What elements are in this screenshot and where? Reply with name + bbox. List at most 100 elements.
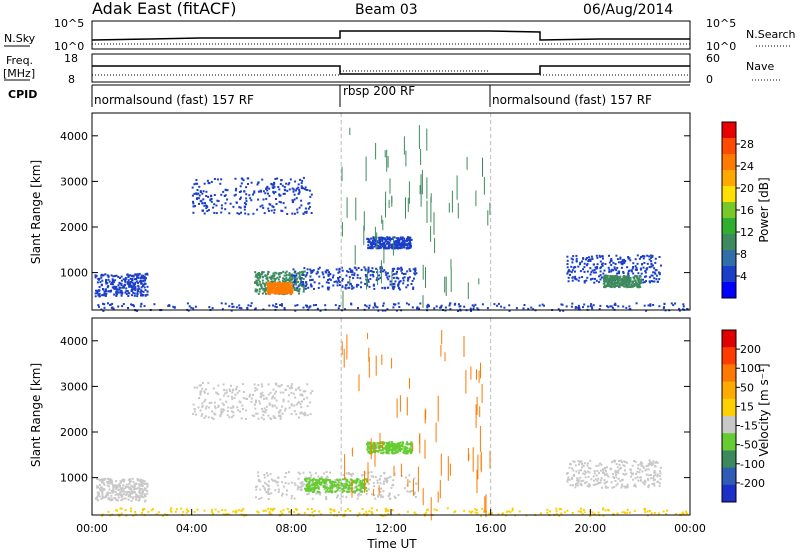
scatter-cell bbox=[254, 389, 257, 392]
scatter-cell bbox=[602, 468, 604, 471]
scatter-cell bbox=[258, 498, 261, 500]
scatter-cell bbox=[232, 414, 235, 417]
scatter-cell bbox=[257, 190, 260, 193]
scatter-cell bbox=[596, 263, 599, 266]
scatter-cell bbox=[119, 491, 122, 493]
scatter-cell bbox=[192, 403, 195, 406]
scatter-cell bbox=[650, 274, 653, 277]
scatter-cell bbox=[637, 479, 640, 482]
scatter-cell bbox=[599, 260, 602, 263]
scatter-cell bbox=[345, 483, 348, 486]
scatter-cell bbox=[643, 304, 646, 307]
scatter-cell bbox=[518, 510, 521, 513]
scatter-cell bbox=[584, 476, 587, 479]
scatter-cell bbox=[598, 308, 601, 311]
scatter-cell bbox=[372, 482, 375, 484]
scatter-cell bbox=[623, 460, 626, 463]
scatter-cell bbox=[599, 267, 602, 270]
scatter-cell bbox=[216, 199, 219, 202]
scatter-cell bbox=[302, 471, 305, 474]
scatter-cell bbox=[604, 485, 607, 488]
scatter-cell bbox=[616, 266, 619, 269]
scatter-cell bbox=[600, 276, 603, 279]
scatter-cell bbox=[292, 190, 295, 193]
nave-tick-top: 60 bbox=[706, 52, 720, 65]
scatter-cell bbox=[255, 290, 258, 293]
scatter-cell bbox=[367, 451, 370, 454]
scatter-cell bbox=[101, 496, 104, 499]
scatter-cell bbox=[387, 442, 390, 444]
scatter-cell bbox=[228, 416, 231, 419]
scatter-cell bbox=[125, 494, 128, 497]
scatter-cell bbox=[628, 280, 631, 283]
scatter-cell bbox=[263, 284, 266, 287]
scatter-cell bbox=[121, 479, 124, 482]
scatter-cell bbox=[169, 509, 172, 512]
scatter-cell bbox=[248, 395, 251, 398]
scatter-cell bbox=[632, 262, 635, 265]
scatter-cell bbox=[193, 510, 196, 513]
scatter-cell bbox=[369, 478, 371, 481]
scatter-cell bbox=[575, 470, 578, 473]
scatter-cell bbox=[387, 450, 389, 453]
scatter-cell bbox=[190, 306, 193, 309]
scatter-cell bbox=[256, 208, 259, 211]
scatter-cell bbox=[407, 246, 410, 249]
scatter-cell bbox=[297, 477, 300, 480]
scatter-cell bbox=[267, 279, 270, 282]
scatter-cell bbox=[616, 279, 619, 282]
scatter-cell bbox=[260, 416, 263, 419]
scatter-cell bbox=[128, 491, 131, 494]
scatter-cell bbox=[379, 271, 382, 274]
scatter-cell bbox=[649, 304, 652, 307]
scatter-cell bbox=[258, 478, 260, 481]
scatter-cell bbox=[198, 397, 201, 399]
scatter-cell bbox=[293, 281, 296, 284]
scatter-cell bbox=[641, 470, 644, 473]
scatter-cell bbox=[408, 490, 411, 493]
scatter-cell bbox=[610, 305, 613, 308]
scatter-cell bbox=[117, 499, 120, 502]
scatter-cell bbox=[389, 449, 392, 451]
scatter-cell bbox=[395, 444, 398, 446]
scatter-cell bbox=[621, 259, 624, 262]
scatter-cell bbox=[379, 266, 382, 269]
scatter-cell bbox=[566, 480, 569, 483]
scatter-cell bbox=[267, 490, 270, 493]
scatter-cell bbox=[635, 302, 638, 305]
scatter-cell bbox=[372, 283, 375, 286]
scatter-cell bbox=[364, 268, 367, 271]
scatter-cell bbox=[608, 254, 610, 257]
scatter-cell bbox=[231, 416, 233, 419]
scatter-cell bbox=[300, 182, 303, 185]
scatter-cell bbox=[583, 482, 586, 485]
scatter-cell bbox=[606, 277, 609, 279]
scatter-cell bbox=[256, 288, 259, 291]
scatter-cell bbox=[340, 266, 343, 269]
scatter-cell bbox=[395, 309, 398, 312]
scatter-cell bbox=[644, 271, 647, 274]
scatter-cell bbox=[651, 256, 654, 258]
scatter-cell bbox=[208, 406, 211, 409]
scatter-cell bbox=[654, 461, 657, 464]
scatter-cell bbox=[658, 273, 661, 276]
scatter-cell bbox=[616, 281, 619, 284]
colorbar-segment bbox=[722, 202, 736, 219]
scatter-cell bbox=[269, 513, 272, 516]
scatter-cell bbox=[125, 493, 128, 495]
scatter-cell bbox=[263, 407, 266, 410]
scatter-cell bbox=[406, 446, 409, 449]
scatter-cell bbox=[292, 286, 295, 289]
scatter-cell bbox=[222, 383, 225, 386]
scatter-cell bbox=[453, 303, 456, 306]
scatter-cell bbox=[647, 485, 650, 488]
scatter-cell bbox=[123, 284, 126, 287]
scatter-cell bbox=[397, 246, 400, 249]
scatter-cell bbox=[581, 276, 584, 278]
scatter-cell bbox=[236, 406, 239, 409]
scatter-cell bbox=[307, 486, 310, 489]
scatter-cell bbox=[337, 277, 339, 279]
scatter-cell bbox=[612, 278, 615, 280]
scatter-cell bbox=[327, 281, 330, 284]
scatter-cell bbox=[210, 508, 213, 511]
